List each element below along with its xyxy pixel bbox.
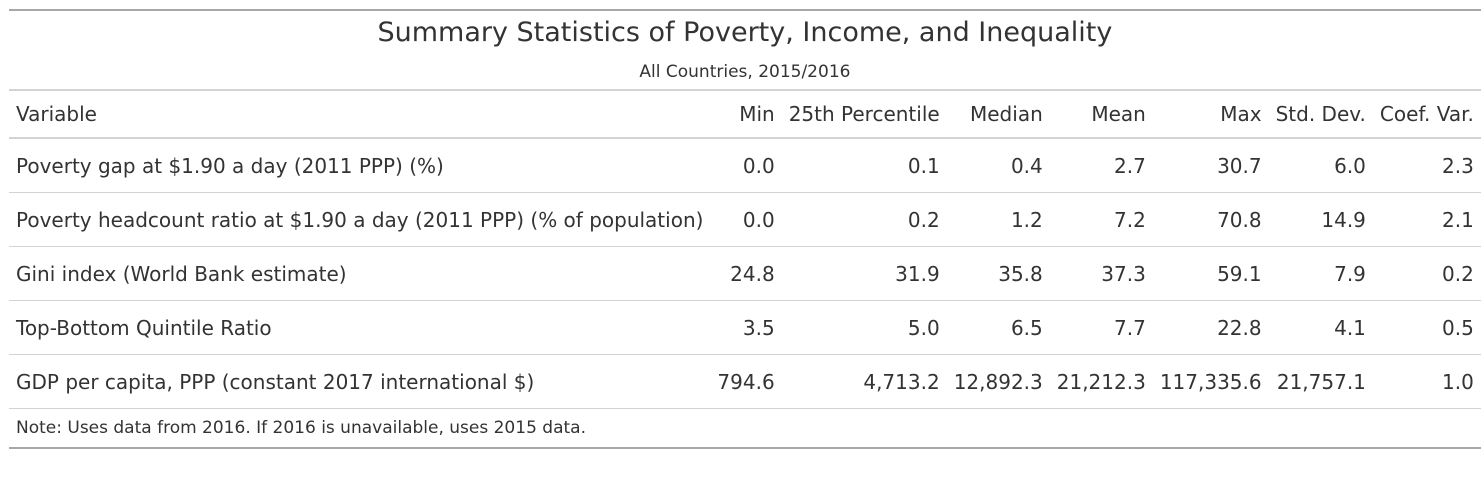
max-cell: 70.8 [1152,192,1269,247]
row-variable-cell: Poverty gap at $1.90 a day (2011 PPP) (%… [9,138,711,193]
std-dev-cell: 21,757.1 [1268,354,1373,409]
column-header-variable: Variable [9,89,711,139]
mean-cell: 7.2 [1049,192,1153,247]
column-header-std-dev: Std. Dev. [1268,89,1373,139]
coef-var-cell: 2.1 [1372,192,1481,247]
column-header-row: Variable Min 25th Percentile Median Mean… [9,89,1481,139]
max-cell: 22.8 [1152,300,1269,355]
table-row: Top-Bottom Quintile Ratio 3.5 5.0 6.5 7.… [9,300,1481,355]
column-header-median: Median [946,89,1050,139]
p25-cell: 5.0 [781,300,947,355]
std-dev-cell: 6.0 [1268,138,1373,193]
std-dev-cell: 14.9 [1268,192,1373,247]
row-variable-cell: Gini index (World Bank estimate) [9,246,711,301]
table-subtitle: All Countries, 2015/2016 [639,62,851,82]
table-note: Note: Uses data from 2016. If 2016 is un… [9,408,1481,448]
table-title: Summary Statistics of Poverty, Income, a… [377,17,1113,48]
std-dev-cell: 7.9 [1268,246,1373,301]
median-cell: 1.2 [946,192,1050,247]
coef-var-cell: 0.5 [1372,300,1481,355]
max-cell: 59.1 [1152,246,1269,301]
column-header-25th-percentile: 25th Percentile [781,89,947,139]
max-cell: 30.7 [1152,138,1269,193]
median-cell: 6.5 [946,300,1050,355]
row-variable-cell: GDP per capita, PPP (constant 2017 inter… [9,354,711,409]
column-header-min: Min [710,89,782,139]
std-dev-cell: 4.1 [1268,300,1373,355]
summary-statistics-table: Summary Statistics of Poverty, Income, a… [9,9,1481,449]
row-variable-cell: Poverty headcount ratio at $1.90 a day (… [9,192,711,247]
p25-cell: 31.9 [781,246,947,301]
mean-cell: 2.7 [1049,138,1153,193]
median-cell: 12,892.3 [946,354,1050,409]
min-cell: 0.0 [710,138,782,193]
mean-cell: 37.3 [1049,246,1153,301]
min-cell: 24.8 [710,246,782,301]
min-cell: 794.6 [710,354,782,409]
mean-cell: 21,212.3 [1049,354,1153,409]
table-row: Poverty headcount ratio at $1.90 a day (… [9,192,1481,247]
coef-var-cell: 1.0 [1372,354,1481,409]
p25-cell: 0.1 [781,138,947,193]
table-row: Gini index (World Bank estimate) 24.8 31… [9,246,1481,301]
mean-cell: 7.7 [1049,300,1153,355]
column-header-mean: Mean [1049,89,1153,139]
table-row: GDP per capita, PPP (constant 2017 inter… [9,354,1481,409]
p25-cell: 4,713.2 [781,354,947,409]
min-cell: 0.0 [710,192,782,247]
coef-var-cell: 2.3 [1372,138,1481,193]
coef-var-cell: 0.2 [1372,246,1481,301]
column-header-coef-var: Coef. Var. [1372,89,1481,139]
table-row: Poverty gap at $1.90 a day (2011 PPP) (%… [9,138,1481,193]
max-cell: 117,335.6 [1152,354,1269,409]
median-cell: 0.4 [946,138,1050,193]
column-header-max: Max [1152,89,1269,139]
p25-cell: 0.2 [781,192,947,247]
summary-table-container: Summary Statistics of Poverty, Income, a… [9,9,1481,449]
min-cell: 3.5 [710,300,782,355]
median-cell: 35.8 [946,246,1050,301]
row-variable-cell: Top-Bottom Quintile Ratio [9,300,711,355]
